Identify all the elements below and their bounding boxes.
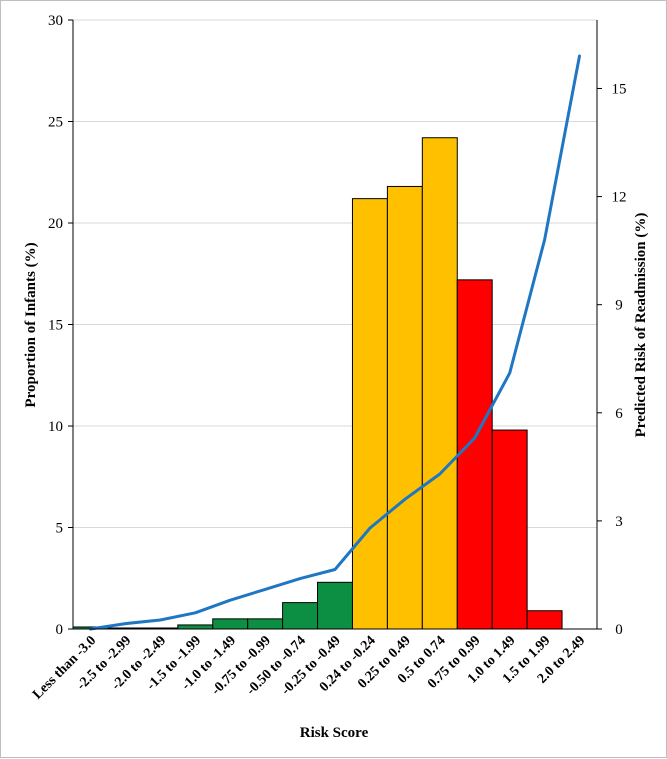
bar [351, 198, 388, 630]
bar [247, 618, 284, 630]
x-tick-labels: Less than -3.0-2.5 to -2.99-2.0 to -2.49… [30, 633, 588, 702]
y-tick-labels: 0 5 10 15 20 25 30 [48, 13, 73, 638]
bars [72, 137, 563, 630]
bar [491, 429, 528, 630]
y-axis-title: Proportion of Infants (%) [23, 242, 39, 407]
y-tick-label: 10 [48, 419, 63, 435]
y-tick-label: 0 [56, 622, 64, 638]
y2-tick-label: 15 [612, 81, 627, 97]
y-tick-label: 30 [48, 13, 63, 29]
risk-line [89, 54, 581, 631]
bar [317, 581, 353, 630]
bar [386, 185, 423, 630]
y2-tick-label: 12 [612, 190, 627, 206]
bar [212, 618, 249, 630]
x-axis-title: Risk Score [300, 725, 369, 741]
y2-tick-labels: 0 3 6 9 12 15 [597, 81, 627, 638]
risk-line-path [89, 54, 581, 631]
y-tick-label: 25 [48, 115, 63, 131]
y-tick-label: 15 [48, 318, 63, 334]
y-tick-label: 5 [56, 521, 64, 537]
bar [282, 602, 319, 630]
bar [456, 279, 493, 630]
y-tick-label: 20 [48, 216, 63, 232]
bar [421, 137, 458, 630]
y2-tick-label: 3 [615, 514, 623, 530]
bar [177, 624, 214, 630]
bar [526, 610, 563, 630]
y2-axis-title: Predicted Risk of Readmission (%) [633, 213, 649, 438]
y2-tick-label: 9 [615, 298, 623, 314]
y2-tick-label: 6 [615, 406, 623, 422]
y2-tick-label: 0 [615, 622, 623, 638]
